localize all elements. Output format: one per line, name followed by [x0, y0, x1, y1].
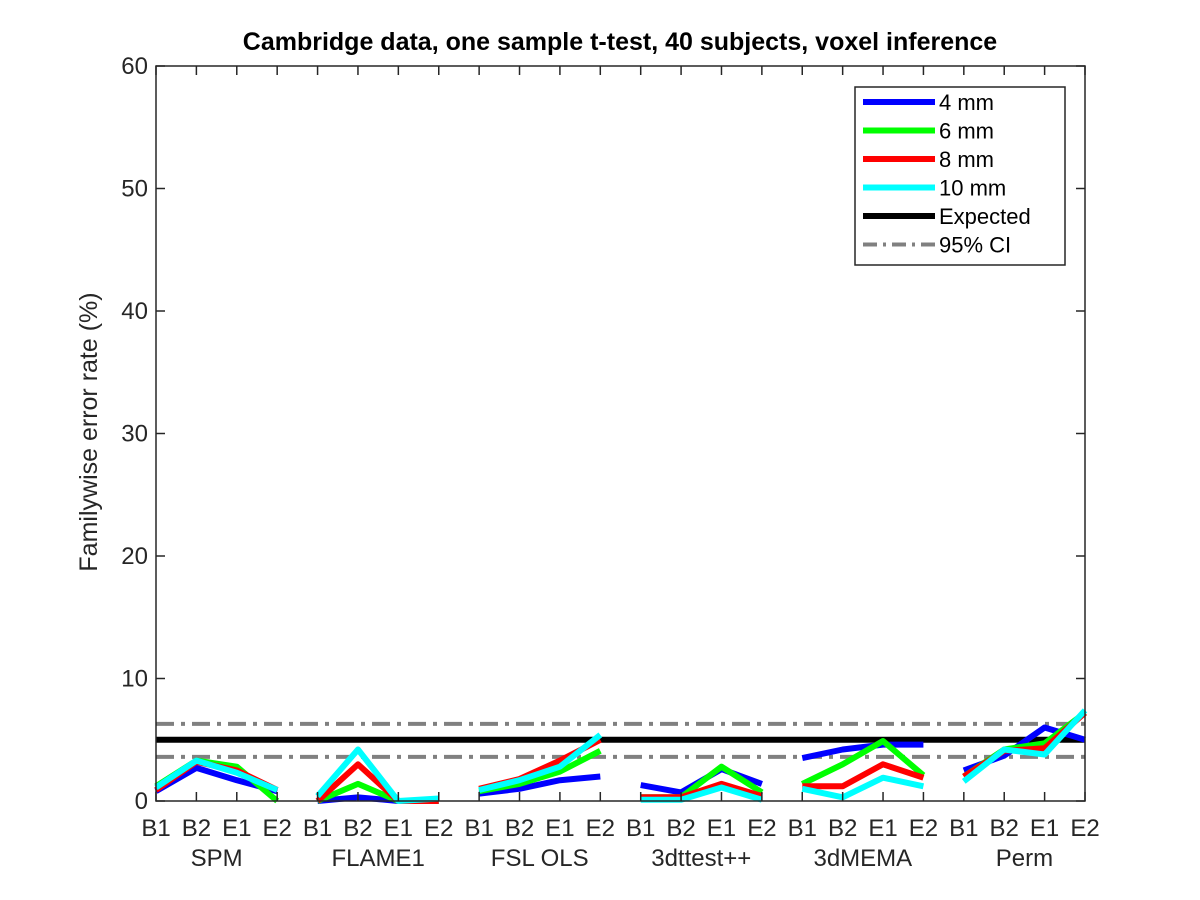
y-tick-label: 10 [121, 666, 148, 693]
x-tick-label: E2 [1070, 815, 1099, 842]
legend-label-2: 8 mm [939, 147, 994, 172]
series-0-group-4-line [801, 741, 924, 762]
x-tick-label: B2 [505, 815, 534, 842]
x-tick-label: B2 [990, 815, 1019, 842]
x-tick-label: E1 [222, 815, 251, 842]
series-1-group-4-line [800, 738, 926, 787]
x-tick-label: E1 [1030, 815, 1059, 842]
x-tick-label: B1 [464, 815, 493, 842]
x-tick-label: B2 [666, 815, 695, 842]
series-3-group-0-line [154, 757, 279, 793]
legend-label-3: 10 mm [939, 176, 1006, 201]
x-tick-label: E2 [909, 815, 938, 842]
legend-label-4: Expected [939, 204, 1031, 229]
x-tick-label: B1 [949, 815, 978, 842]
series-3-group-1-line [315, 746, 439, 804]
x-tick-label: E1 [384, 815, 413, 842]
x-tick-label: E1 [545, 815, 574, 842]
series-3-group-4-line [801, 774, 925, 801]
x-tick-label: E2 [262, 815, 291, 842]
legend-label-1: 6 mm [939, 119, 994, 144]
x-tick-label: B2 [182, 815, 211, 842]
x-tick-label: E1 [868, 815, 897, 842]
series-2-group-4-line [802, 761, 925, 790]
chart-title: Cambridge data, one sample t-test, 40 su… [243, 28, 998, 56]
y-tick-label: 0 [135, 788, 148, 815]
x-tick-label: B1 [141, 815, 170, 842]
x-tick-label: B1 [303, 815, 332, 842]
axes: 0 10 20 30 40 50 60 B1 B2 E1 E2 B1 B2 E1 E2 B1 B2 E1 E2 B1 B… [121, 53, 1099, 872]
x-tick-label: B1 [788, 815, 817, 842]
group-label: Perm [996, 845, 1053, 872]
y-axis-label: Familywise error rate (%) [75, 292, 103, 571]
x-tick-label: B2 [343, 815, 372, 842]
group-label: SPM [191, 845, 243, 872]
series-3-group-3-line [640, 784, 763, 803]
reference-lines [156, 721, 1085, 759]
legend-label-0: 4 mm [939, 90, 994, 115]
y-tick-label: 40 [121, 298, 148, 325]
legend-box [854, 86, 1066, 266]
x-tick-label: E2 [747, 815, 776, 842]
x-tick-label: E2 [586, 815, 615, 842]
group-label: 3dMEMA [813, 845, 912, 872]
series-3-group-2-line [478, 732, 603, 793]
group-label: FLAME1 [331, 845, 424, 872]
legend-label-5: 95% CI [939, 233, 1011, 258]
y-tick-label: 20 [121, 543, 148, 570]
x-tick-label: B2 [828, 815, 857, 842]
group-label: FSL OLS [491, 845, 589, 872]
x-tick-label: B1 [626, 815, 655, 842]
y-tick-label: 50 [121, 176, 148, 203]
legend: 4 mm 6 mm 8 mm 10 mm Expected 95% CI [854, 86, 1066, 266]
series-3-group-5-line [961, 708, 1088, 784]
series-0-group-2-line [478, 773, 601, 797]
y-tick-label: 60 [121, 53, 148, 80]
y-tick-label: 30 [121, 421, 148, 448]
x-tick-label: E1 [707, 815, 736, 842]
x-tick-label: E2 [424, 815, 453, 842]
group-label: 3dttest++ [651, 845, 751, 872]
